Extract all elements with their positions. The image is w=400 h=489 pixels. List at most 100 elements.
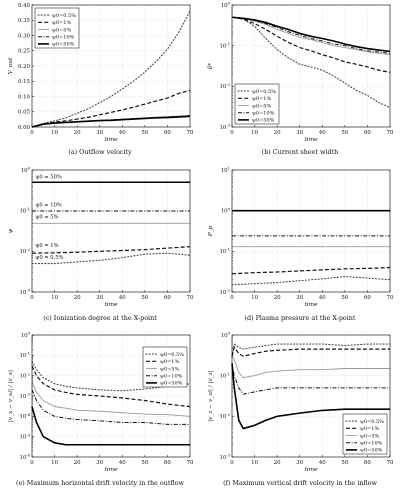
tick-label: 10 xyxy=(51,130,58,136)
tick-label: 50 xyxy=(141,460,148,466)
tick-label: 10 xyxy=(51,460,58,466)
chart-c: 0 10 20 30 40 50 60 70 10-3 10-2 10-1 100 time ψ ψ0 = … xyxy=(8,166,194,308)
tick-label: 100 xyxy=(221,206,231,214)
tick-label: 50 xyxy=(141,130,148,136)
legend-label: ψ0=1% xyxy=(360,426,379,432)
legend-label: ψ0=5% xyxy=(52,27,71,33)
series-line-f-4 xyxy=(231,363,390,430)
tick-label: 100 xyxy=(21,331,31,339)
tick-label: 10-1 xyxy=(219,247,230,255)
caption-a: (a) Outflow velocity xyxy=(68,148,132,156)
series-line-e-0 xyxy=(31,360,191,392)
tick-label: 40 xyxy=(319,295,326,301)
plot-frame xyxy=(31,169,191,293)
series-line-e-2 xyxy=(31,381,191,417)
tick-label: 0.05 xyxy=(18,110,31,116)
tick-label: 60 xyxy=(364,295,371,301)
tick-label: 50 xyxy=(141,295,148,301)
legend-f: ψ0=0.5%ψ0=1%ψ0=5% ψ0=10%ψ0=50% xyxy=(342,413,388,455)
x-axis-label: time xyxy=(104,302,118,308)
tick-label: 10-2 xyxy=(19,247,30,255)
tick-label: 20 xyxy=(74,460,81,466)
series-line-b-1 xyxy=(231,16,391,73)
tick-label: 40 xyxy=(119,130,126,136)
chart-d: 0 10 20 30 40 50 60 70 10-2 10-1 100 101 time P_p xyxy=(208,166,394,308)
tick-label: 70 xyxy=(187,295,194,301)
caption-e: (e) Maximum horizontal drift velocity in… xyxy=(16,479,184,487)
chart-e: 0 10 20 30 40 50 60 70 10-6 10-5 10-4 10-3 10-2 10-1 1… xyxy=(8,331,194,473)
tick-label: 10-5 xyxy=(19,432,30,440)
tick-label: 20 xyxy=(74,295,81,301)
series-line-c-1 xyxy=(31,246,191,254)
series-line-b-0 xyxy=(231,16,391,109)
x-axis-label: time xyxy=(104,137,118,143)
legend-label: ψ0=10% xyxy=(52,35,75,41)
tick-label: 0.20 xyxy=(18,64,31,70)
tick-label: 10-2 xyxy=(19,371,30,379)
tick-label: 10-1 xyxy=(219,371,230,379)
tick-label: 30 xyxy=(96,295,103,301)
tick-label: 10-3 xyxy=(219,453,230,461)
tick-label: 0.00 xyxy=(18,125,31,131)
tick-label: 0.25 xyxy=(18,49,31,55)
y-axis-label: P_p xyxy=(208,225,214,237)
legend-label: ψ0=0.5% xyxy=(160,352,184,358)
legend-label: ψ0=0.5% xyxy=(52,13,76,19)
chart-f: 0 10 20 30 40 50 60 70 10-3 10-2 10-1 100 time |v_z −… xyxy=(208,331,394,473)
series-line-d-1 xyxy=(231,266,391,275)
tick-label: 0 xyxy=(230,295,234,301)
legend-label: ψ0=1% xyxy=(52,20,71,26)
legend-label: ψ0=50% xyxy=(160,381,183,387)
tick-label: 30 xyxy=(296,130,303,136)
tick-label: 10-1 xyxy=(19,351,30,359)
plot-area xyxy=(32,170,190,292)
series-line-e-4 xyxy=(31,406,190,446)
tick-label: 20 xyxy=(274,295,281,301)
tick-label: 100 xyxy=(21,166,31,174)
legend-label: ψ0=10% xyxy=(360,441,383,447)
caption-b: (b) Current sheet width xyxy=(261,148,339,156)
tick-label: 60 xyxy=(364,460,371,466)
tick-label: 60 xyxy=(164,130,171,136)
annotation-1: ψ0 = 10% xyxy=(35,202,62,208)
tick-label: 10-1 xyxy=(219,41,230,49)
y-axis-label: ψ xyxy=(8,228,14,233)
annotation-4: ψ0 = 0.5% xyxy=(35,255,63,261)
tick-label: 30 xyxy=(296,295,303,301)
tick-label: 0 xyxy=(30,460,34,466)
tick-label: 20 xyxy=(274,460,281,466)
tick-label: 0 xyxy=(30,295,34,301)
legend-label: ψ0=5% xyxy=(360,433,379,439)
legend-label: ψ0=50% xyxy=(252,118,275,124)
tick-label: 60 xyxy=(364,130,371,136)
tick-label: 50 xyxy=(341,460,348,466)
series-line-e-1 xyxy=(31,365,191,408)
series-line-f-0 xyxy=(231,343,391,357)
tick-label: 50 xyxy=(341,130,348,136)
tick-label: 10-2 xyxy=(219,288,230,296)
tick-label: 70 xyxy=(187,130,194,136)
plot-area xyxy=(232,170,390,292)
series-line-a-1 xyxy=(31,89,191,128)
tick-label: 0.40 xyxy=(18,3,31,9)
series-line-f-1 xyxy=(231,346,390,357)
tick-label: 101 xyxy=(221,166,230,174)
tick-label: 40 xyxy=(319,460,326,466)
tick-label: 0.30 xyxy=(18,33,31,39)
legend-label: ψ0=0.5% xyxy=(252,89,276,95)
tick-label: 0.15 xyxy=(18,79,31,85)
legend-label: ψ0=50% xyxy=(52,42,75,48)
tick-label: 10 xyxy=(251,130,258,136)
caption-d: (d) Plasma pressure at the X-point xyxy=(244,314,356,322)
tick-label: 30 xyxy=(96,130,103,136)
series-line-d-0 xyxy=(231,275,391,286)
legend-e: ψ0=0.5%ψ0=1%ψ0=5% ψ0=10%ψ0=50% xyxy=(142,346,188,388)
tick-label: 10-1 xyxy=(19,206,30,214)
legend-label: ψ0=1% xyxy=(160,359,179,365)
legend-label: ψ0=5% xyxy=(252,103,271,109)
tick-label: 20 xyxy=(274,130,281,136)
tick-label: 10-3 xyxy=(19,392,30,400)
tick-label: 10-6 xyxy=(19,453,30,461)
tick-label: 20 xyxy=(74,130,81,136)
